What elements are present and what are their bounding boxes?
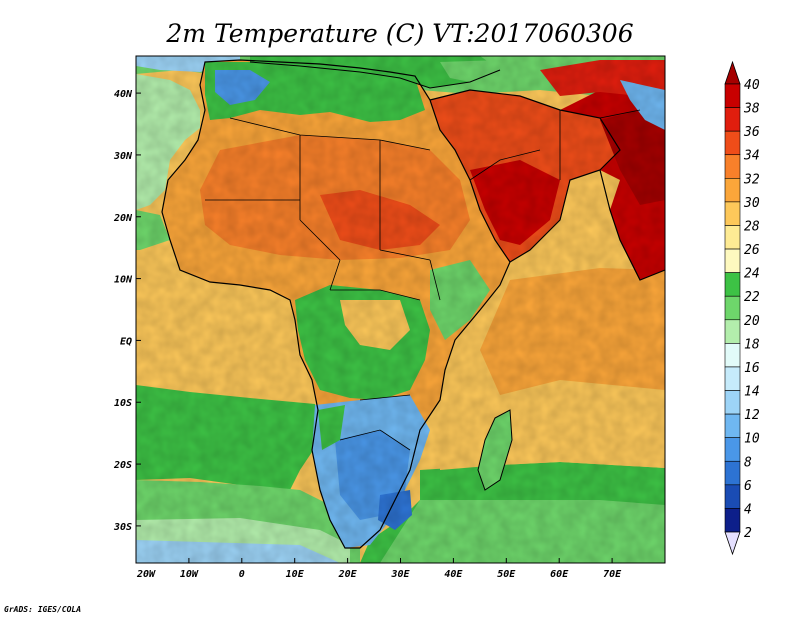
- colorbar-swatch: [724, 225, 741, 250]
- colorbar-swatch: [724, 343, 741, 368]
- lon-tick-label: 30E: [390, 569, 410, 580]
- map-title: 2m Temperature (C) VT:2017060306: [165, 19, 633, 48]
- colorbar-label: 6: [744, 479, 752, 494]
- colorbar-swatch: [724, 413, 741, 438]
- colorbar-label: 18: [744, 337, 760, 352]
- india-coastline: [599, 169, 665, 281]
- colorbar-lower-arrow: [724, 531, 741, 556]
- colorbar-swatch: [724, 437, 741, 462]
- colorbar-label: 12: [744, 408, 760, 423]
- mediterranean-coastline: [249, 61, 501, 89]
- colorbar-swatch: [724, 248, 741, 273]
- texture-overlay: [136, 56, 665, 563]
- colorbar-label: 14: [744, 385, 760, 400]
- lat-tick-label: 20N: [113, 213, 133, 224]
- lon-tick-label: 60E: [550, 569, 569, 580]
- madagascar-coastline: [477, 409, 513, 491]
- lat-tick-label: 20S: [113, 460, 132, 471]
- colorbar-swatch: [724, 178, 741, 203]
- longitude-axis: 20W 10W 0 10E 20E 30E 40E 50E 60E 70E: [135, 558, 622, 580]
- colorbar-swatch: [724, 130, 741, 156]
- colorbar-label: 2: [744, 526, 752, 541]
- colorbar-label: 38: [743, 102, 760, 117]
- colorbar-swatch: [724, 83, 741, 108]
- colorbar-swatch: [724, 390, 741, 415]
- colorbar-label: 10: [744, 432, 760, 447]
- lon-tick-label: 10W: [180, 569, 199, 580]
- colorbar-label: 32: [743, 172, 760, 187]
- lon-tick-label: 0: [239, 569, 245, 580]
- colorbar-label: 24: [744, 267, 760, 282]
- country-borders: [205, 109, 641, 451]
- latitude-axis: 40N 30N 20N 10N EQ 10S 20S 30S: [113, 89, 141, 533]
- colorbar: 40 38 36 34 32 30 28 26 24 22 20 18 16 14 12 10 8 6 4 2: [724, 60, 760, 556]
- colorbar-label: 16: [744, 361, 760, 376]
- lat-tick-label: 10S: [114, 398, 132, 409]
- temperature-field: [136, 56, 665, 563]
- colorbar-label: 22: [744, 290, 760, 305]
- colorbar-swatch: [724, 295, 741, 321]
- lon-tick-label: 20E: [338, 569, 358, 580]
- lat-tick-label: 30N: [113, 151, 133, 162]
- colorbar-swatch: [724, 272, 741, 297]
- lat-tick-label: 30S: [113, 522, 132, 533]
- arabia-coastline: [429, 89, 621, 263]
- colorbar-swatch: [724, 201, 741, 226]
- colorbar-label: 30: [743, 196, 760, 211]
- colorbar-swatch: [724, 154, 741, 179]
- lat-tick-label: EQ: [120, 336, 132, 347]
- lat-tick-label: 10N: [114, 275, 133, 286]
- lon-tick-label: 20W: [136, 569, 156, 580]
- colorbar-label: 8: [744, 455, 752, 470]
- colorbar-swatch: [724, 460, 741, 486]
- colorbar-label: 28: [744, 219, 760, 234]
- africa-coastline: [161, 59, 511, 549]
- lat-tick-label: 40N: [114, 89, 133, 100]
- colorbar-label: 26: [744, 243, 760, 258]
- colorbar-swatch: [724, 508, 741, 533]
- colorbar-upper-arrow: [724, 60, 741, 85]
- lon-tick-label: 70E: [603, 569, 622, 580]
- colorbar-swatch: [724, 366, 741, 391]
- colorbar-label: 4: [744, 502, 752, 517]
- lon-tick-label: 50E: [497, 569, 516, 580]
- colorbar-label: 34: [743, 149, 760, 164]
- grads-credit: GrADS: IGES/COLA: [4, 605, 81, 614]
- colorbar-swatch: [724, 319, 741, 344]
- lon-tick-label: 40E: [444, 569, 463, 580]
- colorbar-label: 40: [744, 78, 760, 93]
- lon-tick-label: 10E: [286, 569, 305, 580]
- colorbar-swatch: [724, 484, 741, 509]
- colorbar-swatch: [724, 107, 741, 132]
- colorbar-label: 20: [744, 314, 760, 329]
- colorbar-label: 36: [743, 125, 760, 140]
